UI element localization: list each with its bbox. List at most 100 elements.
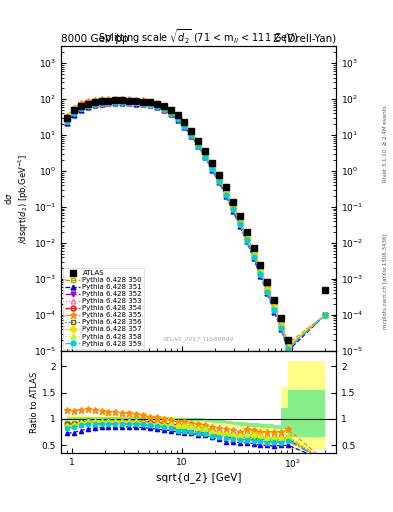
Pythia 6.428 353 [279,324,284,330]
Pythia 6.428 351 [182,124,187,130]
Pythia 6.428 354 [99,99,104,105]
Pythia 6.428 352 [92,101,97,107]
Pythia 6.428 354 [72,109,76,115]
Pythia 6.428 352 [154,103,159,109]
Pythia 6.428 354 [168,109,173,115]
Pythia 6.428 357 [141,99,145,105]
Pythia 6.428 358 [196,141,201,147]
Pythia 6.428 354 [217,176,221,182]
Pythia 6.428 356 [244,236,249,242]
Pythia 6.428 351 [65,120,70,126]
Pythia 6.428 352 [147,101,152,108]
Pythia 6.428 356 [168,109,173,115]
ATLAS [189,128,194,134]
Pythia 6.428 358 [168,109,173,115]
Pythia 6.428 355 [134,97,138,103]
Pythia 6.428 350 [251,251,256,258]
Pythia 6.428 357 [189,131,194,137]
Pythia 6.428 358 [127,98,132,104]
Pythia 6.428 359 [203,154,208,160]
Pythia 6.428 356 [141,99,145,105]
Text: Rivet 3.1.10, ≥ 2.4M events: Rivet 3.1.10, ≥ 2.4M events [383,105,387,182]
Pythia 6.428 358 [279,323,284,329]
Pythia 6.428 356 [147,100,152,106]
Pythia 6.428 355 [141,97,145,103]
Pythia 6.428 353 [113,99,118,105]
Pythia 6.428 351 [217,179,221,185]
Line: Pythia 6.428 350: Pythia 6.428 350 [65,99,328,349]
Pythia 6.428 353 [182,123,187,129]
Pythia 6.428 353 [203,153,208,159]
ATLAS [286,337,290,343]
Pythia 6.428 359 [72,110,76,116]
Pythia 6.428 355 [65,113,70,119]
Pythia 6.428 353 [251,253,256,260]
Pythia 6.428 354 [113,98,118,104]
Pythia 6.428 358 [217,177,221,183]
ATLAS [196,138,201,144]
Pythia 6.428 355 [231,202,235,208]
Pythia 6.428 353 [120,99,125,105]
ATLAS [72,107,76,113]
Pythia 6.428 352 [210,165,215,171]
Pythia 6.428 356 [92,100,97,106]
Pythia 6.428 359 [147,101,152,108]
Pythia 6.428 354 [141,99,145,105]
Pythia 6.428 353 [286,345,290,351]
Pythia 6.428 359 [92,101,97,107]
Pythia 6.428 351 [161,107,166,113]
Pythia 6.428 352 [258,270,263,276]
ATLAS [203,148,208,155]
Pythia 6.428 359 [182,123,187,129]
Pythia 6.428 350 [217,176,221,182]
Pythia 6.428 356 [265,287,270,293]
Line: Pythia 6.428 356: Pythia 6.428 356 [65,99,328,350]
Pythia 6.428 354 [272,304,277,310]
Pythia 6.428 359 [279,325,284,331]
Pythia 6.428 358 [99,99,104,105]
Pythia 6.428 351 [323,312,328,318]
Pythia 6.428 354 [224,189,228,196]
Pythia 6.428 351 [106,100,111,106]
Text: 8000 GeV pp: 8000 GeV pp [61,33,129,44]
Pythia 6.428 356 [251,252,256,259]
Pythia 6.428 357 [72,109,76,115]
Pythia 6.428 355 [224,188,228,194]
Pythia 6.428 350 [175,114,180,120]
Pythia 6.428 352 [134,99,138,105]
Pythia 6.428 359 [217,178,221,184]
Pythia 6.428 354 [175,114,180,120]
Pythia 6.428 350 [189,131,194,137]
Pythia 6.428 351 [147,102,152,109]
Pythia 6.428 356 [323,312,328,318]
Pythia 6.428 357 [134,99,138,105]
Pythia 6.428 350 [279,323,284,329]
Pythia 6.428 352 [196,142,201,148]
Pythia 6.428 358 [286,344,290,350]
Pythia 6.428 350 [244,234,249,241]
Pythia 6.428 359 [244,237,249,243]
Pythia 6.428 353 [231,205,235,211]
Pythia 6.428 351 [72,112,76,118]
ATLAS [258,262,263,268]
Pythia 6.428 350 [106,99,111,105]
Pythia 6.428 355 [196,139,201,145]
Pythia 6.428 353 [147,101,152,107]
Pythia 6.428 358 [237,220,242,226]
Pythia 6.428 356 [231,205,235,211]
Pythia 6.428 351 [127,100,132,106]
Pythia 6.428 353 [106,99,111,105]
Pythia 6.428 351 [244,239,249,245]
Pythia 6.428 353 [154,103,159,109]
Pythia 6.428 350 [134,99,138,105]
Title: Splitting scale $\sqrt{d_2}$ (71 < m$_{ll}$ < 111 GeV): Splitting scale $\sqrt{d_2}$ (71 < m$_{l… [98,27,299,46]
ATLAS [217,172,221,178]
Pythia 6.428 350 [113,98,118,104]
Pythia 6.428 356 [237,220,242,226]
Pythia 6.428 355 [127,96,132,102]
Pythia 6.428 350 [85,101,90,108]
Text: Z (Drell-Yan): Z (Drell-Yan) [273,33,336,44]
Pythia 6.428 356 [279,323,284,329]
Pythia 6.428 355 [120,96,125,102]
Pythia 6.428 354 [161,104,166,111]
